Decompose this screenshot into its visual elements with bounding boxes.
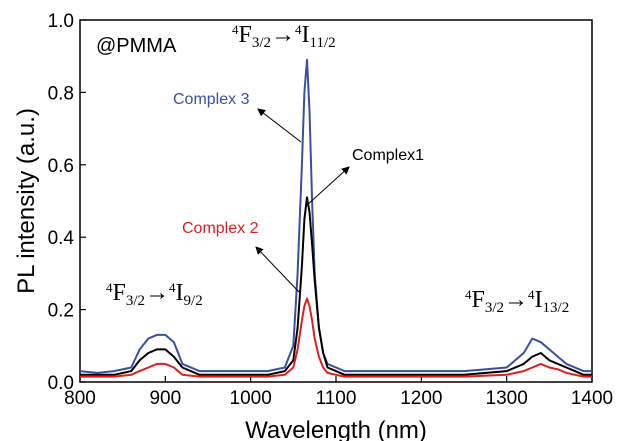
- y-axis-ticks: 0.0 0.2 0.4 0.6 0.8 1.0: [48, 11, 86, 394]
- series-line-complex-3: [79, 58, 592, 374]
- transition-label-main: 4F3/2→4I11/2: [232, 22, 336, 51]
- series-line-complex1: [80, 196, 592, 376]
- series-label-complex-2: Complex 2: [182, 220, 259, 237]
- x-tick-label: 1000: [230, 388, 272, 409]
- x-tick-label: 1300: [486, 388, 528, 409]
- arrow-complex-2: [255, 246, 300, 293]
- x-tick-label: 1200: [400, 388, 442, 409]
- x-tick-label: 1400: [571, 388, 613, 409]
- series-label-complex-1: Complex1: [352, 147, 424, 164]
- transition-label-left: 4F3/2→4I9/2: [106, 280, 203, 309]
- plot-frame: [79, 19, 593, 383]
- y-tick-label: 0.8: [48, 83, 74, 104]
- series-layer: [79, 58, 592, 378]
- series-label-complex-3: Complex 3: [173, 91, 250, 108]
- x-axis-label: Wavelength (nm): [245, 417, 427, 441]
- x-tick-label: 800: [64, 388, 96, 409]
- x-axis-ticks: 800 900 1000 1100 1200 1300 1400: [64, 376, 613, 409]
- y-tick-label: 0.4: [48, 228, 75, 249]
- y-axis-label: PL intensity (a.u.): [13, 108, 40, 294]
- y-tick-label: 0.0: [48, 373, 74, 394]
- transition-label-right: 4F3/2→4I13/2: [465, 287, 569, 316]
- x-tick-label: 1100: [316, 388, 357, 409]
- matrix-label: @PMMA: [96, 35, 177, 57]
- arrow-complex-1: [305, 166, 350, 207]
- y-tick-label: 0.6: [48, 156, 74, 177]
- y-tick-label: 0.2: [48, 301, 74, 322]
- series-line-complex-2: [80, 297, 592, 378]
- x-tick-label: 900: [149, 388, 181, 409]
- arrow-complex-3: [257, 108, 302, 143]
- y-tick-label: 1.0: [48, 11, 74, 32]
